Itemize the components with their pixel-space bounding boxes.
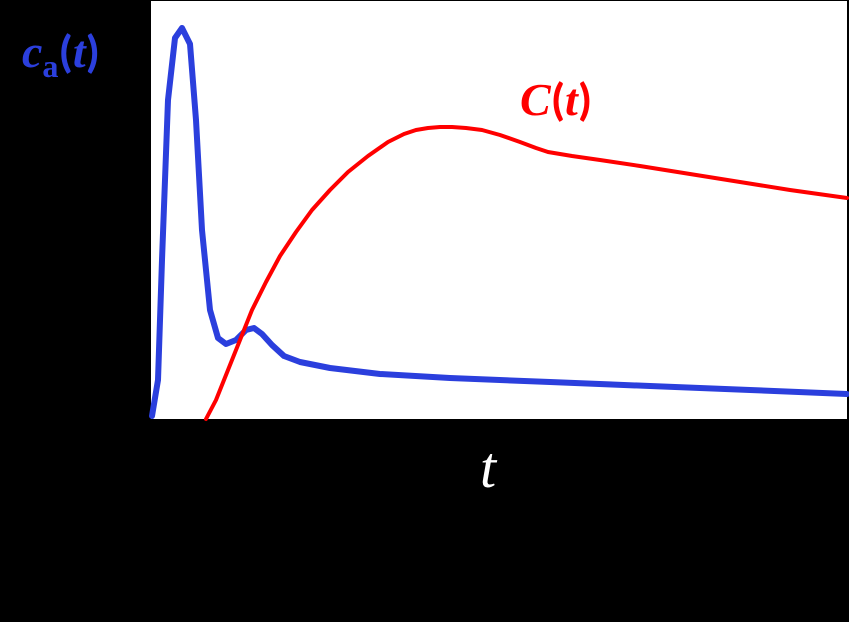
chart-plot <box>0 0 849 622</box>
legend-label-Ct: C(t) <box>520 72 592 128</box>
x-axis-label: t <box>480 432 496 503</box>
chart-container: { "chart": { "type": "line", "width": 84… <box>0 0 849 622</box>
legend-label-ca: ca(t) <box>22 24 100 85</box>
